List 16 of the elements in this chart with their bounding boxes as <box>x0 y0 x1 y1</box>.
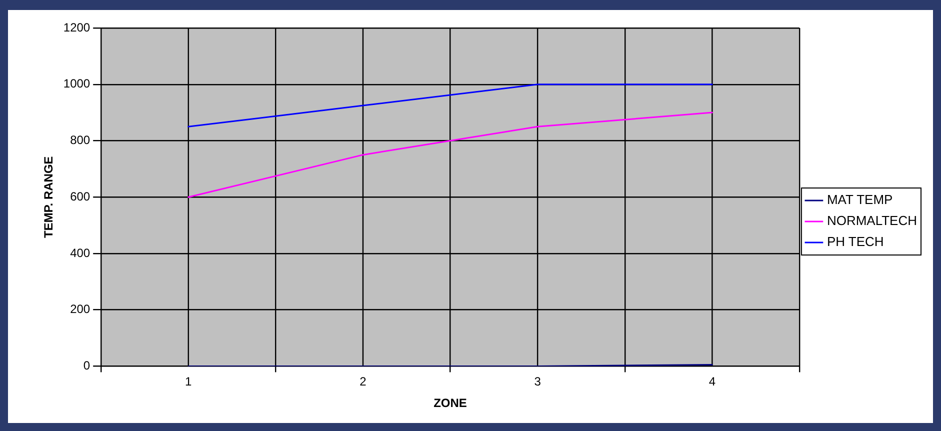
y-tick-label: 1000 <box>63 76 90 91</box>
x-tick-label: 1 <box>185 374 192 389</box>
legend-label: NORMALTECH <box>826 213 918 228</box>
x-axis-title: ZONE <box>434 396 467 410</box>
legend-label: PH TECH <box>826 234 884 250</box>
y-tick-label: 0 <box>83 358 90 373</box>
legend-label: MAT TEMP <box>826 192 893 208</box>
y-tick-label: 1200 <box>63 20 90 34</box>
y-tick-label: 400 <box>70 246 90 260</box>
x-tick-label: 2 <box>360 374 367 389</box>
y-tick-label: 200 <box>70 302 90 316</box>
y-tick-label: 600 <box>70 189 90 204</box>
y-axis-title: TEMP. RANGE <box>42 156 56 238</box>
x-tick-label: 3 <box>534 374 542 389</box>
x-tick-label: 4 <box>708 374 716 389</box>
y-tick-label: 800 <box>70 133 90 148</box>
